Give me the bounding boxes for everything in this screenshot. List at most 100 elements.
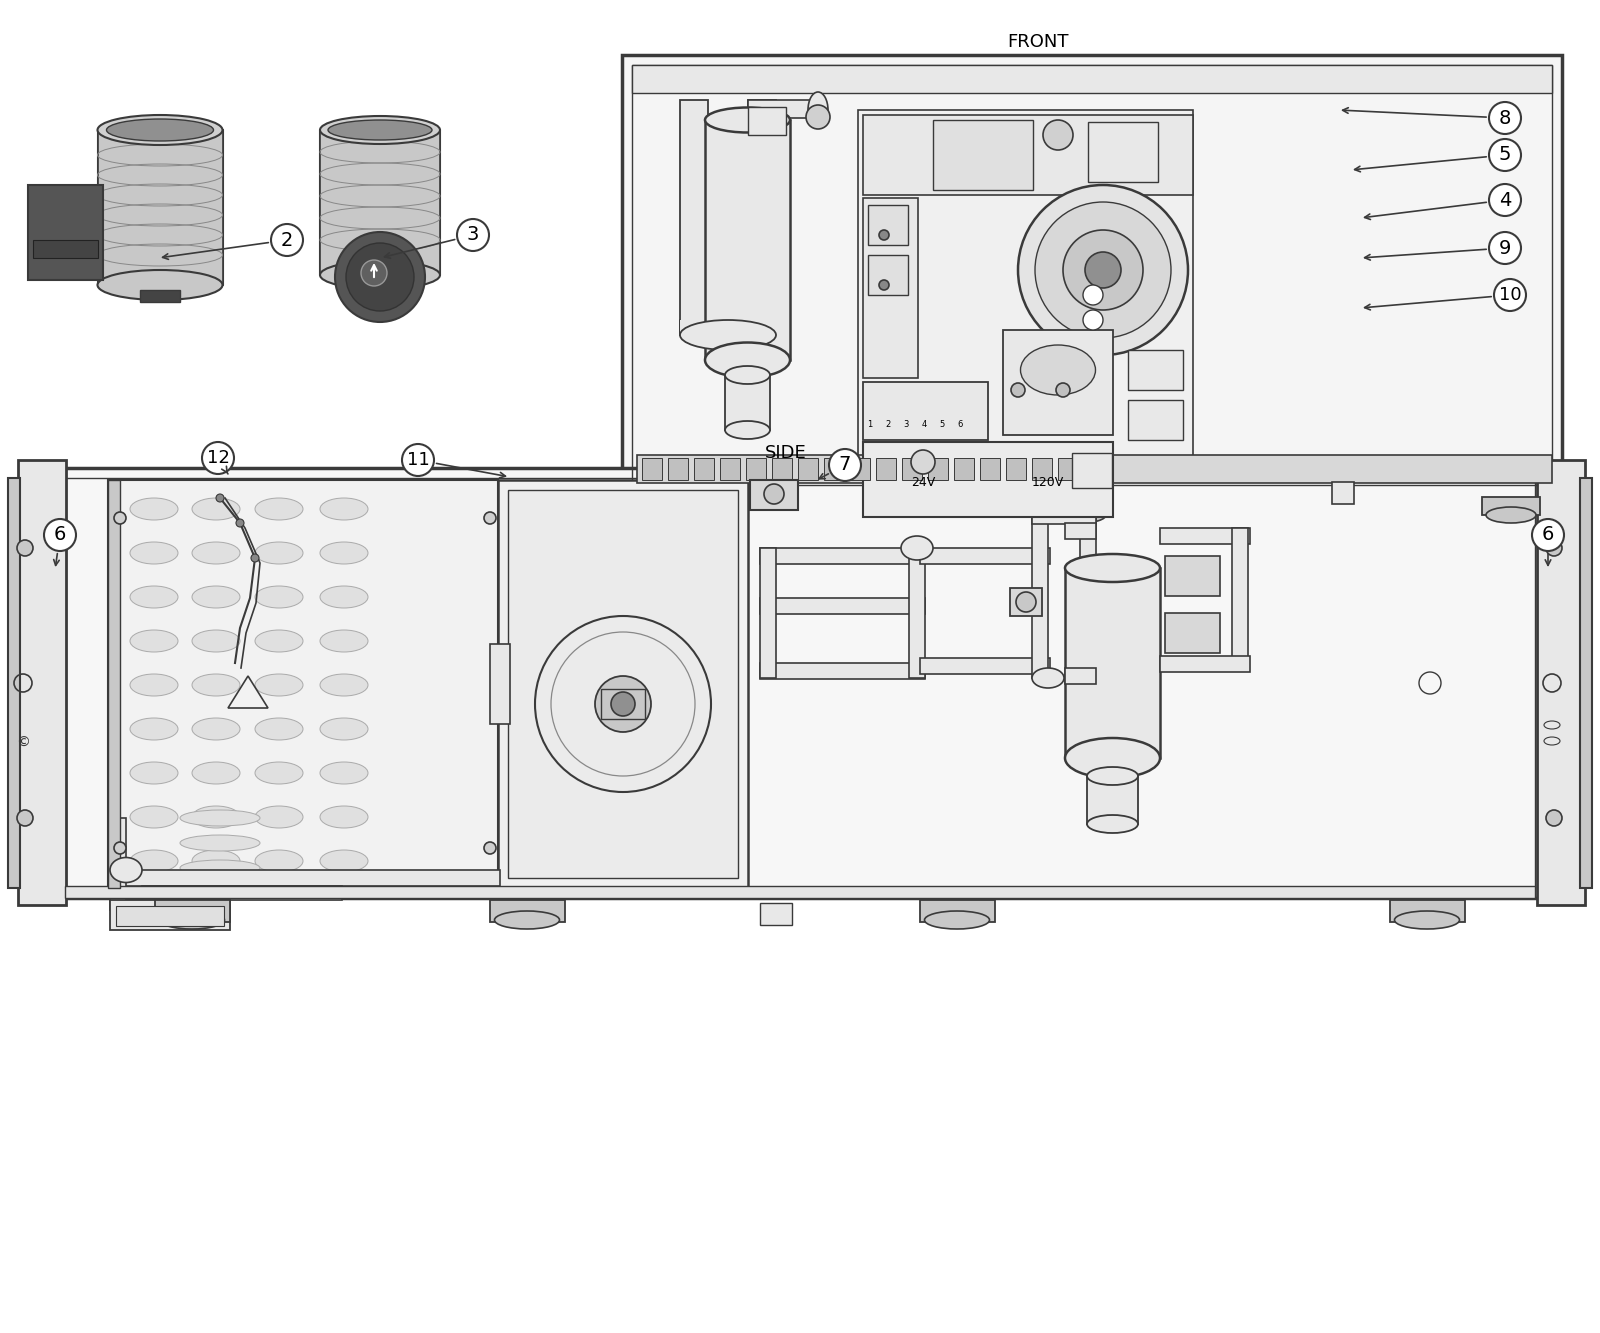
Bar — [642, 497, 701, 515]
Ellipse shape — [110, 857, 142, 882]
Circle shape — [237, 519, 243, 527]
Ellipse shape — [254, 806, 302, 828]
Ellipse shape — [130, 850, 178, 872]
Bar — [110, 900, 230, 930]
Text: 12: 12 — [206, 449, 229, 467]
Bar — [771, 459, 792, 480]
Ellipse shape — [254, 718, 302, 740]
Bar — [979, 459, 1000, 480]
Circle shape — [829, 449, 861, 481]
Ellipse shape — [1066, 738, 1160, 778]
Text: 3: 3 — [904, 420, 909, 429]
Bar — [909, 548, 925, 678]
Ellipse shape — [646, 507, 696, 523]
Circle shape — [1085, 252, 1122, 288]
Circle shape — [18, 810, 34, 826]
Circle shape — [1494, 279, 1526, 311]
Ellipse shape — [98, 271, 222, 300]
Bar — [602, 689, 645, 718]
Text: 1: 1 — [867, 420, 872, 429]
Bar — [1066, 568, 1160, 758]
Ellipse shape — [192, 587, 240, 608]
Bar — [749, 100, 818, 119]
Circle shape — [1490, 103, 1522, 135]
Circle shape — [458, 219, 490, 251]
Circle shape — [765, 484, 784, 504]
Bar — [1085, 459, 1104, 480]
Bar — [858, 111, 1194, 471]
Bar — [877, 459, 896, 480]
Bar — [1160, 656, 1250, 672]
Circle shape — [878, 231, 890, 240]
Bar — [490, 644, 510, 724]
Bar — [109, 480, 120, 888]
Ellipse shape — [130, 631, 178, 652]
Circle shape — [1533, 519, 1565, 551]
Bar — [18, 460, 66, 905]
Ellipse shape — [192, 674, 240, 696]
Ellipse shape — [1486, 507, 1536, 523]
Ellipse shape — [1021, 345, 1096, 395]
Text: 2: 2 — [885, 420, 891, 429]
Text: 3: 3 — [467, 225, 478, 244]
Ellipse shape — [320, 631, 368, 652]
Ellipse shape — [160, 910, 224, 929]
Bar — [1006, 459, 1026, 480]
Bar — [1165, 556, 1221, 596]
Ellipse shape — [130, 674, 178, 696]
Bar — [1032, 508, 1096, 524]
Bar — [680, 320, 776, 336]
Text: 6: 6 — [54, 525, 66, 544]
Bar — [1032, 459, 1053, 480]
Ellipse shape — [254, 543, 302, 564]
Ellipse shape — [254, 674, 302, 696]
Bar — [141, 291, 179, 303]
Ellipse shape — [320, 587, 368, 608]
Ellipse shape — [130, 587, 178, 608]
Ellipse shape — [808, 92, 829, 128]
Bar — [1331, 483, 1354, 504]
Circle shape — [1083, 285, 1102, 305]
Circle shape — [483, 512, 496, 524]
Text: 7: 7 — [838, 456, 851, 475]
Bar — [720, 459, 739, 480]
Bar — [32, 240, 98, 259]
Circle shape — [1018, 185, 1187, 355]
Circle shape — [1035, 203, 1171, 339]
Circle shape — [806, 105, 830, 129]
Ellipse shape — [192, 762, 240, 784]
Ellipse shape — [706, 108, 790, 132]
Ellipse shape — [179, 860, 259, 876]
Ellipse shape — [725, 421, 770, 439]
Circle shape — [270, 224, 302, 256]
Circle shape — [1083, 311, 1102, 331]
Bar — [155, 900, 230, 922]
Circle shape — [251, 555, 259, 563]
Circle shape — [1011, 383, 1026, 397]
Bar — [902, 459, 922, 480]
Bar — [498, 480, 749, 888]
Circle shape — [114, 512, 126, 524]
Bar — [1232, 528, 1248, 659]
Ellipse shape — [130, 543, 178, 564]
Ellipse shape — [254, 850, 302, 872]
Bar — [749, 100, 776, 335]
Ellipse shape — [254, 587, 302, 608]
Bar — [1066, 523, 1096, 539]
Ellipse shape — [320, 543, 368, 564]
Bar — [867, 255, 909, 295]
Bar — [110, 870, 126, 910]
Ellipse shape — [320, 116, 440, 144]
Ellipse shape — [192, 543, 240, 564]
Bar — [1088, 123, 1158, 183]
Bar — [1010, 588, 1042, 616]
Bar — [669, 459, 688, 480]
Bar — [1482, 497, 1539, 515]
Bar — [760, 599, 925, 615]
Bar — [1165, 613, 1221, 653]
Ellipse shape — [725, 367, 770, 384]
Ellipse shape — [706, 343, 790, 377]
Ellipse shape — [254, 631, 302, 652]
Ellipse shape — [328, 120, 432, 140]
Text: 120V: 120V — [1032, 476, 1064, 488]
